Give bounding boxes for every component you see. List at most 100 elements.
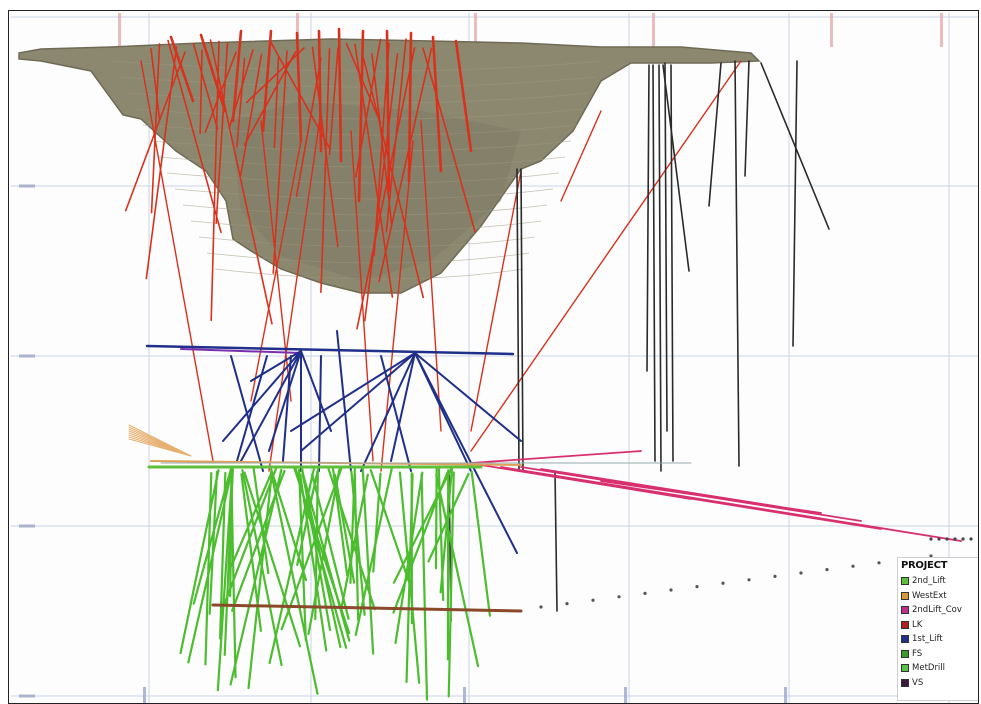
lk-drillhole-main (407, 31, 413, 183)
lk-drillhole-main (317, 29, 323, 153)
legend-item: WestExt (901, 589, 975, 604)
lk-drillhole-main (261, 29, 273, 133)
lk-drillhole (295, 57, 322, 197)
collar-marker (929, 537, 933, 541)
pit-bench-line (190, 220, 542, 232)
model-viewport[interactable]: PROJECT 2nd_Lift WestExt 2ndLift_Cov LK 1st_… (8, 10, 979, 704)
first-lift-drillhole (240, 350, 302, 462)
bottom-tick-mark (624, 687, 627, 703)
first-lift-drillhole (222, 350, 302, 442)
west-ext-drillhole (128, 438, 192, 457)
lk-long-drillhole (470, 170, 522, 432)
pit-bench-line (198, 236, 536, 248)
fs-drillhole (179, 469, 220, 655)
vs-drillhole (744, 60, 750, 177)
legend-label: VS (912, 677, 924, 688)
legend-label: WestExt (912, 590, 947, 601)
pit-bench-line (166, 172, 560, 184)
drillhole-scene[interactable] (9, 11, 979, 704)
fs-drillhole (353, 473, 360, 622)
lk-drillhole-main (337, 27, 343, 163)
legend-item: MetDrill (901, 661, 975, 676)
fs-drillhole (369, 469, 412, 588)
legend-title: PROJECT (901, 560, 948, 571)
fs-drillhole (420, 473, 429, 701)
cov-drillhole (470, 450, 642, 464)
first-lift-drillhole (282, 355, 292, 462)
lk-long-drillhole (470, 60, 742, 452)
lk-drillholes (124, 27, 742, 472)
pit-bench-line (134, 108, 584, 120)
vs-drillhole (652, 64, 656, 462)
vs-drillhole (760, 62, 830, 230)
lk-drillhole (422, 47, 476, 233)
fs-drillhole (241, 469, 283, 667)
legend-label: 2ndLift_Cov (912, 605, 962, 616)
fs-drillhole (280, 466, 343, 631)
collar-marker (695, 585, 699, 589)
fs-drillhole (361, 467, 375, 655)
legend-swatch (901, 678, 909, 687)
lk-drillhole (199, 49, 203, 135)
left-tick-mark (19, 184, 35, 188)
legend-item: 1st_Lift (901, 632, 975, 647)
lk-drillhole (145, 46, 178, 280)
legend-swatch (901, 577, 909, 586)
fs-drillhole (216, 467, 234, 692)
collar-marker (773, 574, 777, 579)
lk-long-drillhole (140, 60, 214, 462)
vs-drillhole (658, 64, 662, 472)
vs-drillhole (792, 60, 798, 347)
lk-drillhole-main (385, 29, 391, 193)
lk-drillhole (320, 48, 331, 294)
lk-drillhole (239, 53, 263, 176)
lk-drillhole-main (199, 33, 227, 113)
vs-drillhole (664, 62, 668, 432)
first-lift-collar-line (145, 344, 515, 356)
first-lift-collar-accent (180, 348, 302, 354)
first-lift-drillhole (300, 352, 416, 452)
vs-drillholes (448, 60, 830, 622)
legend-items: 2nd_Lift WestExt 2ndLift_Cov LK 1st_Lift FS Me… (901, 574, 975, 690)
collar-marker (643, 591, 647, 596)
collar-marker (617, 595, 621, 599)
vs-drillhole (520, 168, 524, 472)
first-lift-drillhole (230, 355, 264, 472)
lk-drillhole-main (357, 29, 365, 203)
collar-marker (721, 581, 725, 585)
collar-marker (799, 571, 803, 575)
pit-bench-line (150, 140, 572, 152)
fs-drillhole (427, 472, 470, 563)
first-lift-drillhole (318, 355, 322, 472)
fs-drillhole (354, 467, 393, 636)
top-tick-mark (118, 13, 121, 47)
vs-drillhole (708, 62, 722, 207)
legend-label: MetDrill (912, 663, 946, 674)
left-tick-mark (19, 524, 35, 528)
collar-marker (937, 537, 941, 541)
fs-drillhole (300, 469, 351, 642)
collar-marker (825, 568, 829, 572)
collar-marker (877, 561, 881, 565)
bottom-tick-mark (784, 687, 787, 703)
bottom-tick-mark (143, 687, 146, 703)
legend-label: FS (912, 648, 923, 659)
lk-drillhole (243, 51, 297, 146)
first-lift-drillhole (390, 352, 416, 462)
legend-label: 1st_Lift (912, 634, 943, 645)
lk-drillhole (378, 47, 433, 283)
lk-drillhole (209, 39, 273, 325)
vs-drillhole (734, 60, 740, 467)
fs-drillhole (187, 467, 234, 664)
legend-item: LK (901, 618, 975, 633)
lk-drillhole (236, 57, 246, 148)
lk-drillhole (345, 42, 382, 124)
grid-lines (10, 12, 978, 703)
fs-drillhole (220, 467, 278, 612)
first-lift-drillhole (414, 352, 518, 554)
legend-swatch (901, 606, 909, 615)
lk-drillhole (356, 47, 416, 330)
project-legend: PROJECT 2nd_Lift WestExt 2ndLift_Cov LK 1st_… (897, 557, 978, 701)
lk-long-drillhole (350, 130, 374, 462)
top-tick-mark (830, 13, 833, 47)
